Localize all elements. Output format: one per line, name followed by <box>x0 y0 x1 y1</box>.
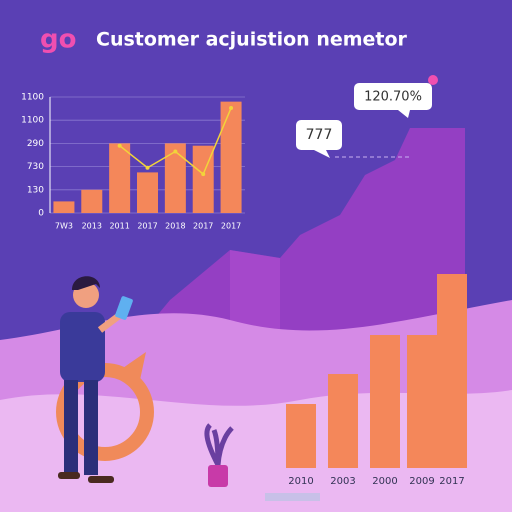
title: Customer acjuistion nemetor <box>96 29 408 51</box>
x-tick-label: 2013 <box>82 222 102 231</box>
logo: go <box>40 25 76 55</box>
y-tick-label: 1100 <box>21 116 44 126</box>
x-tick-label: 7W3 <box>55 222 73 231</box>
bar <box>109 143 131 213</box>
arrow-head <box>120 352 146 380</box>
bar <box>81 189 103 213</box>
callout-box <box>354 83 432 110</box>
bar <box>407 335 437 468</box>
x-tick-label: 2017 <box>439 476 464 487</box>
line-point <box>201 172 206 177</box>
dot <box>428 75 438 85</box>
callout-tail <box>398 110 410 118</box>
line-point <box>229 106 234 111</box>
callout-tail <box>314 150 330 158</box>
y-tick-label: 730 <box>27 162 44 172</box>
bar <box>53 201 75 213</box>
person <box>58 276 133 483</box>
x-tick-label: 2003 <box>330 476 355 487</box>
chart-small: 0 130 730 290 1100 1100 7W3 2013 2011 2017 2018 201… <box>21 93 245 231</box>
line-point <box>145 165 150 170</box>
y-tick-label: 290 <box>27 139 44 149</box>
x-tick-label: 2011 <box>109 222 129 231</box>
x-tick-label: 2017 <box>193 222 213 231</box>
x-tick-label: 2009 <box>409 476 434 487</box>
chart-large: 2010 2003 2000 2009 2017 <box>286 274 467 487</box>
line-point <box>117 143 122 148</box>
bar <box>220 101 242 213</box>
bar <box>164 143 186 213</box>
callout-text: 120.70% <box>364 90 422 105</box>
bar <box>328 374 358 468</box>
plant <box>204 423 234 487</box>
y-tick-label: 1100 <box>21 93 44 103</box>
line-point <box>173 149 178 154</box>
y-tick-label: 0 <box>38 209 44 219</box>
bar <box>137 172 158 213</box>
x-tick-label: 2017 <box>221 222 241 231</box>
x-tick-label: 2010 <box>288 476 313 487</box>
callout-text: 777 <box>306 127 333 143</box>
x-tick-label: 2018 <box>165 222 185 231</box>
x-tick-label: 2017 <box>137 222 157 231</box>
x-tick-label: 2000 <box>372 476 397 487</box>
y-tick-label: 130 <box>27 185 44 195</box>
book <box>265 493 320 501</box>
bar <box>370 335 400 468</box>
callout-box <box>296 120 342 150</box>
bar <box>286 404 316 468</box>
bar <box>437 274 467 468</box>
